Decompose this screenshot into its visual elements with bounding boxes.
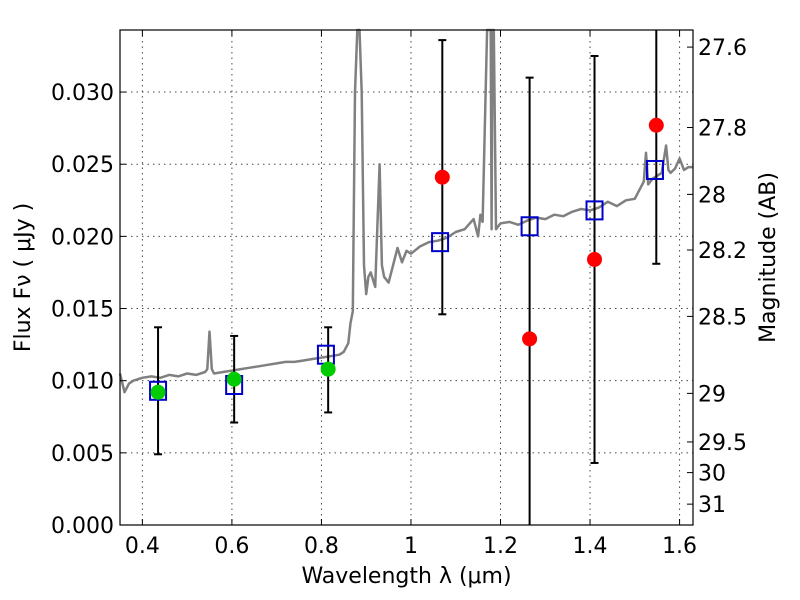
data-markers [149, 117, 664, 401]
y-tick-label: 0.025 [51, 153, 114, 178]
y2-tick-label: 29.5 [698, 431, 747, 456]
y2-tick-label: 30 [698, 462, 726, 487]
model-spectrum-line [118, 28, 693, 394]
grid-lines [120, 30, 693, 526]
x-tick-label: 0.4 [125, 534, 160, 559]
plot-frame [119, 29, 694, 526]
x-tick-label: 1 [404, 534, 418, 559]
x-tick-label: 1.4 [573, 534, 608, 559]
x-tick-label: 0.8 [304, 534, 339, 559]
square-marker [520, 216, 539, 237]
y-tick-label: 0.030 [51, 81, 114, 106]
y-axis-label: Flux Fν ( μJy ) [11, 203, 36, 352]
error-bars [154, 30, 661, 525]
circle-marker [150, 384, 166, 400]
square-marker [431, 232, 450, 253]
y2-tick-label: 27.8 [698, 116, 747, 141]
x-tick-label: 1.6 [662, 534, 697, 559]
x-axis-ticks: 0.4 0.6 0.8 1 1.2 1.4 1.6 [125, 30, 697, 559]
y2-axis-label: Magnitude (AB) [756, 172, 781, 343]
circle-marker [587, 251, 603, 267]
x-axis-label: Wavelength λ (μm) [301, 564, 511, 589]
circle-marker [434, 169, 450, 185]
y-tick-label: 0.020 [51, 225, 114, 250]
square-marker [149, 380, 168, 401]
x-tick-label: 0.6 [214, 534, 249, 559]
x-tick-label: 1.2 [483, 534, 518, 559]
y2-tick-label: 28 [698, 183, 726, 208]
y-tick-label: 0.005 [51, 442, 114, 467]
y2-tick-label: 28.5 [698, 305, 747, 330]
square-marker [585, 200, 604, 221]
y-tick-label: 0.000 [51, 514, 114, 539]
circle-marker [226, 371, 242, 387]
circle-marker [522, 331, 538, 347]
y-tick-label: 0.015 [51, 298, 114, 323]
y-axis-ticks: 0.000 0.005 0.010 0.015 0.020 0.025 0.030 [51, 81, 126, 539]
square-marker [645, 159, 664, 180]
y2-tick-label: 27.6 [698, 36, 747, 61]
y-tick-label: 0.010 [51, 370, 114, 395]
model-spectrum [118, 28, 693, 394]
y2-tick-label: 31 [698, 493, 726, 518]
y2-tick-label: 28.2 [698, 239, 747, 264]
y2-tick-label: 29 [698, 382, 726, 407]
circle-marker [320, 361, 336, 377]
circle-marker [648, 117, 664, 133]
square-marker [316, 344, 335, 365]
y2-axis-ticks: 27.6 27.8 28 28.2 28.5 29 29.5 30 31 [687, 36, 747, 518]
